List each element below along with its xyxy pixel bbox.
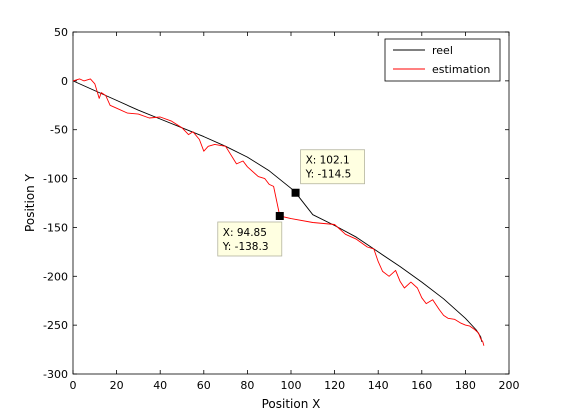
datatip-box (300, 149, 365, 185)
x-tick-label: 120 (324, 379, 345, 392)
legend-box (384, 38, 501, 82)
x-tick-label: 200 (499, 379, 520, 392)
x-tick-label: 140 (368, 379, 389, 392)
legend-label-estimation: estimation (432, 63, 490, 76)
datatip-box (217, 221, 283, 257)
x-tick-label: 40 (153, 379, 167, 392)
datatip-marker (275, 211, 284, 220)
y-tick-label: 50 (54, 26, 68, 39)
x-axis-title: Position X (262, 397, 321, 411)
datatip-y-value: Y: -138.3 (222, 241, 269, 253)
x-tick-label: 180 (455, 379, 476, 392)
x-tick-label: 60 (197, 379, 211, 392)
datatip-y-value: Y: -114.5 (305, 169, 352, 181)
datatip-x-value: X: 102.1 (306, 155, 350, 167)
y-tick-label: -250 (43, 319, 68, 332)
x-tick-label: 160 (411, 379, 432, 392)
x-axis: 0 20 40 60 80 100 120 140 160 180 200 (70, 32, 520, 392)
plot-area (72, 31, 510, 375)
y-axis-title: Position Y (23, 173, 37, 232)
datatip-x-value: X: 94.85 (223, 227, 267, 239)
y-tick-label: -150 (43, 221, 68, 234)
x-tick-label: 0 (70, 379, 77, 392)
datatip-marker (291, 188, 300, 197)
y-tick-label: -50 (50, 124, 68, 137)
legend: reel estimation (384, 38, 501, 82)
x-tick-label: 20 (110, 379, 124, 392)
y-tick-label: 0 (61, 75, 68, 88)
legend-label-reel: reel (432, 44, 453, 57)
y-tick-label: -300 (43, 368, 68, 381)
y-tick-label: -200 (43, 270, 68, 283)
x-tick-label: 80 (240, 379, 254, 392)
y-axis: 50 0 -50 -100 -150 -200 -250 -300 (43, 26, 509, 381)
x-tick-label: 100 (281, 379, 302, 392)
annotation-layer: X: 102.1 Y: -114.5 X: 94.85 Y: -138.3 (217, 149, 365, 257)
y-tick-label: -100 (43, 173, 68, 186)
